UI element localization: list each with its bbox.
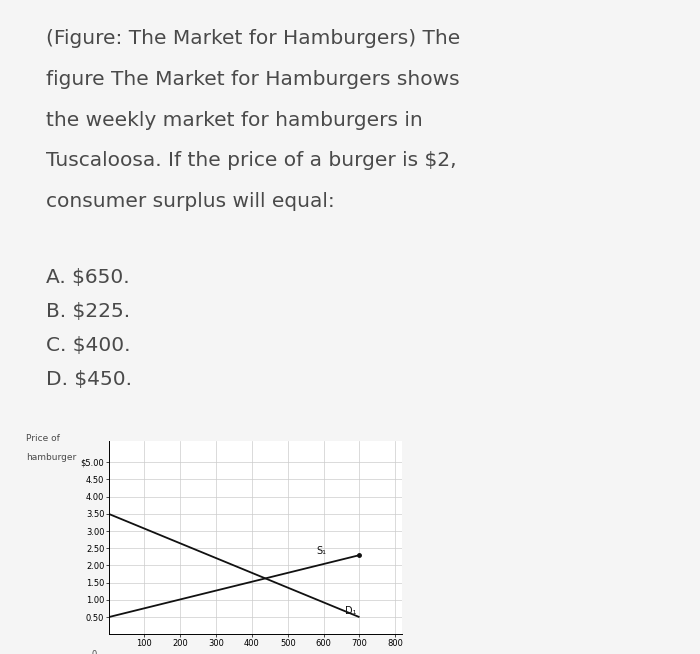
Text: Tuscaloosa. If the price of a burger is $2,: Tuscaloosa. If the price of a burger is … bbox=[46, 151, 456, 170]
Text: D₁: D₁ bbox=[345, 606, 356, 617]
Text: S₁: S₁ bbox=[316, 546, 326, 556]
Text: A. $650.: A. $650. bbox=[46, 268, 129, 287]
Text: consumer surplus will equal:: consumer surplus will equal: bbox=[46, 192, 335, 211]
Text: figure The Market for Hamburgers shows: figure The Market for Hamburgers shows bbox=[46, 70, 459, 89]
Text: C. $400.: C. $400. bbox=[46, 336, 130, 355]
Text: (Figure: The Market for Hamburgers) The: (Figure: The Market for Hamburgers) The bbox=[46, 29, 460, 48]
Text: D. $450.: D. $450. bbox=[46, 370, 132, 389]
Text: hamburger: hamburger bbox=[26, 453, 76, 462]
Text: the weekly market for hamburgers in: the weekly market for hamburgers in bbox=[46, 111, 422, 129]
Text: 0: 0 bbox=[91, 650, 97, 654]
Text: B. $225.: B. $225. bbox=[46, 302, 130, 321]
Text: Price of: Price of bbox=[26, 434, 60, 443]
